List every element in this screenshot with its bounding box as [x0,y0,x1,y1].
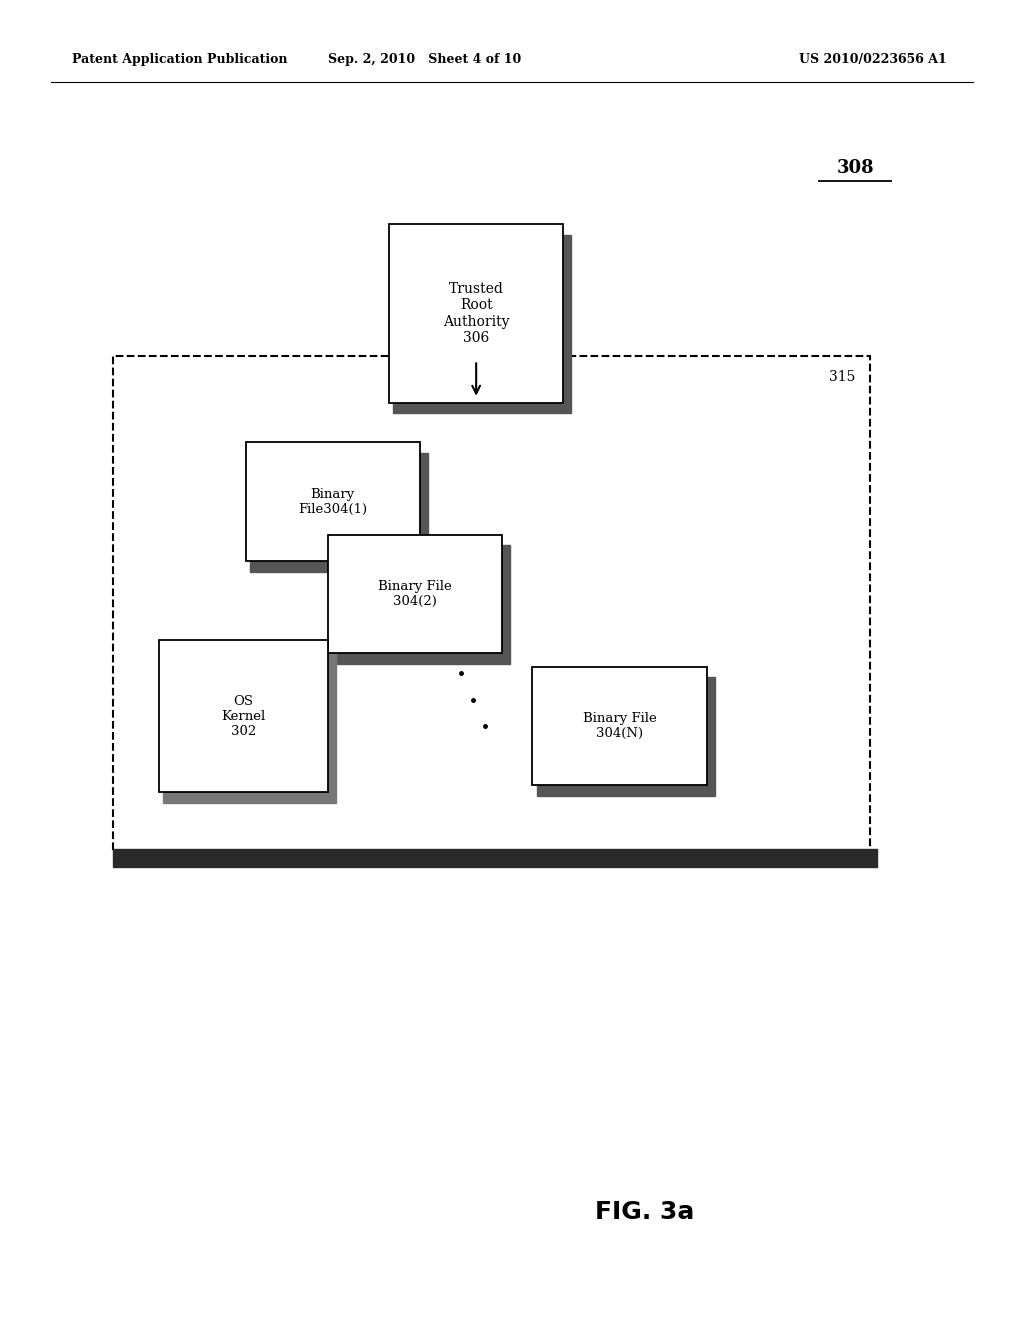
Text: Sep. 2, 2010   Sheet 4 of 10: Sep. 2, 2010 Sheet 4 of 10 [329,53,521,66]
Bar [250,560,420,572]
Bar [328,651,336,803]
Text: 308: 308 [837,158,873,177]
Text: Binary File
304(2): Binary File 304(2) [378,579,452,609]
Text: 315: 315 [828,370,855,384]
Text: Trusted
Root
Authority
306: Trusted Root Authority 306 [443,282,509,345]
Text: FIG. 3a: FIG. 3a [595,1200,695,1224]
Text: Binary File
304(N): Binary File 304(N) [583,711,656,741]
FancyBboxPatch shape [328,535,502,653]
Bar [420,453,428,572]
FancyBboxPatch shape [246,442,420,561]
Bar [113,356,870,851]
Bar [113,849,877,867]
Bar [332,652,502,664]
FancyBboxPatch shape [532,667,707,785]
Text: OS
Kernel
302: OS Kernel 302 [221,694,265,738]
Bar [163,791,328,803]
Bar [537,784,707,796]
Bar [563,235,571,413]
FancyBboxPatch shape [159,640,328,792]
Text: Binary
File304(1): Binary File304(1) [298,487,368,516]
Bar [393,401,563,413]
FancyBboxPatch shape [389,224,563,403]
Bar [707,677,715,796]
Text: US 2010/0223656 A1: US 2010/0223656 A1 [799,53,946,66]
Bar [502,545,510,664]
Text: Patent Application Publication: Patent Application Publication [72,53,287,66]
